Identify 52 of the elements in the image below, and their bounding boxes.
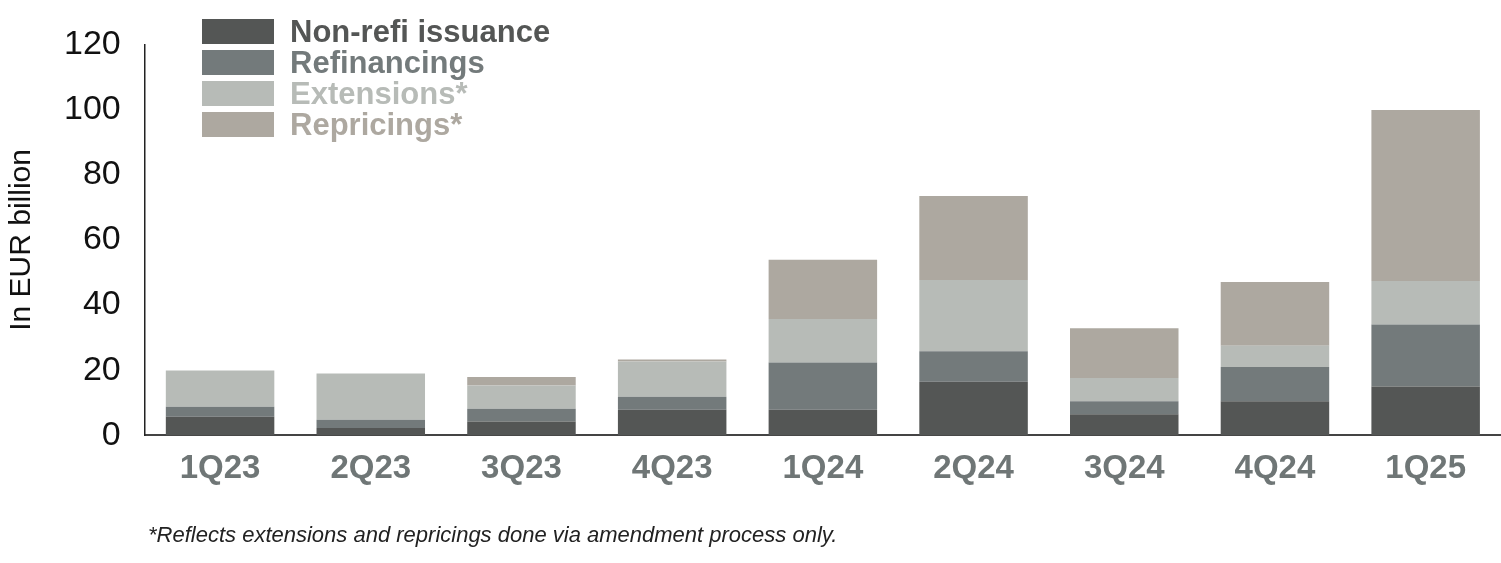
x-tick-label: 2Q23 bbox=[330, 448, 412, 486]
bar bbox=[1220, 401, 1330, 436]
bar bbox=[316, 427, 426, 436]
bar bbox=[1070, 378, 1179, 402]
y-tick-label: 40 bbox=[82, 283, 121, 322]
bar bbox=[316, 373, 426, 420]
bar bbox=[1070, 328, 1179, 379]
bar bbox=[1371, 324, 1480, 387]
bar bbox=[768, 259, 878, 320]
bar bbox=[919, 279, 1028, 352]
y-tick-label: 60 bbox=[82, 218, 121, 257]
y-axis-title: In EUR billion bbox=[3, 149, 37, 331]
bar bbox=[165, 416, 275, 436]
y-tick-label: 100 bbox=[63, 87, 121, 126]
bar bbox=[919, 381, 1028, 436]
bar bbox=[768, 362, 878, 410]
bar bbox=[617, 361, 727, 397]
x-tick-label: 2Q24 bbox=[933, 448, 1015, 486]
bar bbox=[768, 319, 878, 363]
bar bbox=[165, 370, 275, 407]
bar bbox=[919, 351, 1028, 382]
bar bbox=[165, 406, 275, 417]
bar bbox=[1070, 414, 1179, 436]
y-tick-label: 120 bbox=[63, 22, 121, 61]
bar bbox=[1220, 281, 1330, 346]
bar bbox=[617, 396, 727, 410]
x-tick-label: 3Q24 bbox=[1083, 448, 1166, 486]
bar bbox=[1371, 109, 1480, 281]
bar bbox=[316, 419, 426, 428]
text: *Reflects extensions and repricings done via amendment process only. bbox=[148, 522, 838, 548]
x-tick-label: 4Q24 bbox=[1234, 448, 1316, 486]
legend-label: Repricings* bbox=[290, 107, 463, 142]
bar bbox=[467, 421, 576, 436]
bar bbox=[1220, 345, 1330, 367]
x-tick-label: 4Q23 bbox=[631, 448, 713, 486]
y-tick-label: 80 bbox=[82, 153, 121, 192]
bar bbox=[617, 409, 727, 436]
bar bbox=[1220, 366, 1330, 402]
bar bbox=[467, 408, 576, 422]
bar bbox=[768, 409, 878, 436]
bar bbox=[1070, 401, 1179, 415]
bar bbox=[467, 385, 576, 409]
bar bbox=[1371, 280, 1480, 325]
x-tick-label: 1Q23 bbox=[179, 448, 261, 486]
x-tick-label: 1Q25 bbox=[1385, 448, 1467, 486]
bar bbox=[919, 195, 1028, 280]
y-tick-label: 20 bbox=[82, 348, 121, 387]
bar bbox=[1371, 386, 1480, 436]
bar bbox=[467, 377, 576, 386]
y-tick-label: 0 bbox=[101, 413, 121, 452]
x-tick-label: 3Q23 bbox=[481, 448, 562, 486]
x-tick-label: 1Q24 bbox=[782, 448, 864, 486]
